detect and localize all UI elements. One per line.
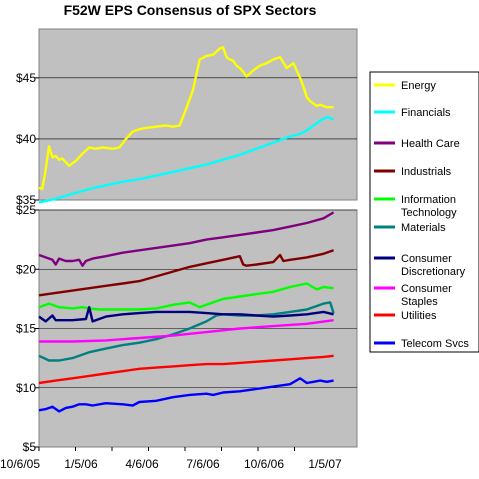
x-tick-label: 1/5/07 — [308, 457, 342, 471]
y-tick-label: $15 — [16, 322, 36, 336]
series-line-information-technology — [38, 282, 334, 311]
y-tick-label: $20 — [16, 262, 36, 276]
y-tick-label: $40 — [16, 132, 36, 146]
plot-panels: $35 $40 $45 $5 $10 $15 $20 $25 10/6/05 1/5/06 4/6/… — [0, 28, 358, 471]
upper-plot-area — [38, 28, 358, 201]
series-line-utilities — [38, 354, 334, 385]
x-tick-label: 1/5/06 — [64, 457, 98, 471]
legend-box — [369, 71, 479, 353]
chart-title: F52W EPS Consensus of SPX Sectors — [64, 2, 317, 18]
legend-label-industrials: Industrials — [401, 166, 452, 178]
legend-label-consumer-staples: Consumer Staples — [401, 283, 452, 308]
series-line-telecom-svcs — [38, 377, 334, 413]
x-tick-label: 4/6/06 — [125, 457, 159, 471]
y-tick-label: $10 — [16, 381, 36, 395]
series-line-energy — [38, 46, 334, 191]
y-tick-label: $35 — [16, 193, 36, 207]
series-line-consumer-staples — [39, 319, 334, 343]
x-tick-label: 10/6/06 — [244, 457, 284, 471]
y-tick-label: $45 — [16, 71, 36, 85]
series-line-consumer-discretionary — [38, 306, 334, 323]
legend-label-utilities: Utilities — [401, 310, 437, 322]
legend-label-materials: Materials — [401, 222, 446, 234]
y-tick-label: $5 — [23, 440, 37, 454]
series-line-health-care — [38, 211, 335, 267]
legend-label-financials: Financials — [401, 107, 451, 119]
legend-label-telecom-svcs: Telecom Svcs — [401, 338, 469, 350]
x-tick-label: 10/6/05 — [0, 457, 40, 471]
series-line-financials — [38, 115, 335, 204]
legend: Energy Financials Health Care Industrials In… — [369, 71, 479, 353]
series-line-industrials — [38, 249, 334, 297]
series-line-materials — [38, 301, 335, 362]
legend-label-consumer-discretionary: Consumer Discretionary — [401, 253, 466, 278]
x-tick-label: 7/6/06 — [186, 457, 220, 471]
y-tick-label: $25 — [16, 203, 36, 217]
legend-label-health-care: Health Care — [401, 138, 460, 150]
legend-label-energy: Energy — [401, 80, 436, 92]
legend-label-information-technology: Information Technology — [401, 194, 457, 219]
